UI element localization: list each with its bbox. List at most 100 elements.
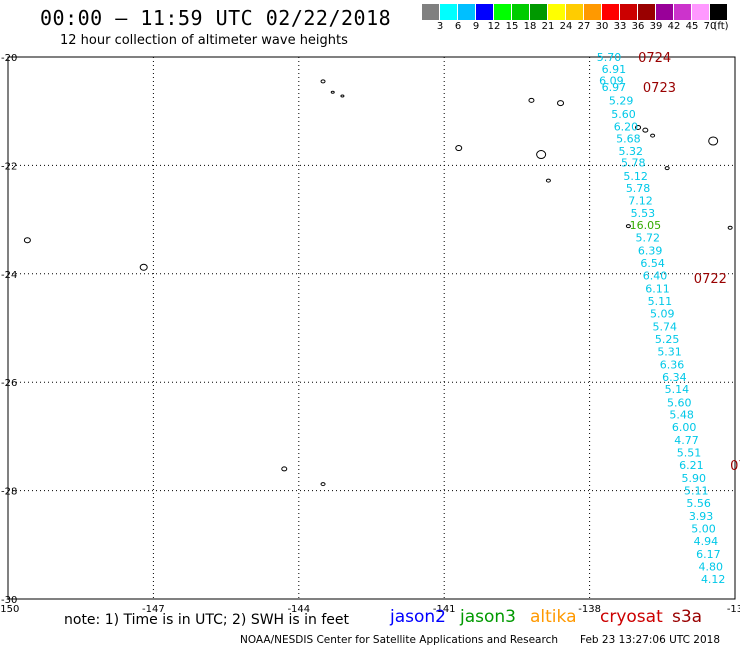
- color-swatch: [620, 4, 638, 20]
- legend-cryosat: cryosat: [600, 607, 663, 627]
- island-outline: [727, 225, 733, 230]
- island-outline: [557, 100, 565, 107]
- time-mark: 0724: [638, 51, 671, 66]
- island-outline: [664, 166, 670, 171]
- latitude-tick-label: -28: [1, 487, 17, 498]
- legend-s3a: s3a: [672, 607, 703, 627]
- latitude-tick-label: -26: [1, 378, 17, 389]
- swh-reading: 5.74: [652, 320, 677, 333]
- swh-reading: 5.31: [657, 345, 682, 358]
- swh-reading: 6.11: [645, 282, 670, 295]
- longitude-tick-label: -138: [578, 604, 601, 615]
- swh-reading: 4.94: [694, 535, 719, 548]
- color-swatch: [638, 4, 656, 20]
- color-swatch: [656, 4, 674, 20]
- scale-label: 6: [454, 21, 462, 32]
- swh-reading: 6.21: [679, 459, 704, 472]
- scale-label: 24: [559, 21, 573, 32]
- island-outline: [455, 145, 463, 152]
- color-swatch: [674, 4, 692, 20]
- swh-reading: 5.32: [619, 145, 644, 158]
- map-title: 00:00 – 11:59 UTC 02/22/2018: [40, 6, 392, 30]
- scale-label: 3: [436, 21, 444, 32]
- swh-reading: 5.29: [609, 94, 634, 107]
- scale-label: (ft): [713, 21, 729, 32]
- generated-timestamp: Feb 23 13:27:06 UTC 2018: [580, 634, 720, 646]
- longitude-tick-label: -147: [142, 604, 165, 615]
- swh-reading: 5.11: [684, 485, 709, 498]
- scale-label: 9: [472, 21, 480, 32]
- scale-label: 33: [613, 21, 627, 32]
- longitude-tick-label: -13: [727, 604, 740, 615]
- swh-reading: 5.70: [597, 51, 622, 64]
- island-outline: [528, 97, 535, 103]
- scale-label: 30: [595, 21, 609, 32]
- legend-jason2: jason2: [390, 607, 446, 627]
- scale-label: 18: [523, 21, 537, 32]
- swh-reading: 5.60: [611, 108, 636, 121]
- latitude-tick-label: -20: [1, 53, 17, 64]
- swh-reading: 5.09: [650, 307, 675, 320]
- island-outline: [23, 237, 31, 244]
- color-scale-bar: [422, 4, 728, 20]
- longitude-tick-label: -144: [287, 604, 310, 615]
- swh-reading: 6.97: [602, 81, 627, 94]
- swh-reading: 5.12: [623, 170, 648, 183]
- time-mark: 07: [730, 459, 740, 474]
- swh-reading: 5.72: [636, 231, 661, 244]
- island-outline: [545, 178, 551, 183]
- swh-reading: 6.39: [638, 244, 663, 257]
- swh-reading: 6.17: [696, 548, 721, 561]
- swh-reading: 4.77: [674, 434, 699, 447]
- swh-reading: 6.34: [662, 371, 687, 384]
- island-outline: [320, 482, 326, 487]
- color-swatch: [566, 4, 584, 20]
- swh-reading: 5.51: [677, 447, 702, 460]
- latitude-tick-label: -22: [1, 161, 17, 172]
- island-outline: [536, 150, 547, 160]
- swh-reading: 6.09: [599, 74, 624, 87]
- time-mark: 0722: [694, 272, 727, 287]
- swh-reading: 5.11: [648, 295, 673, 308]
- swh-reading: 7.12: [628, 195, 653, 208]
- swh-reading: 5.00: [691, 523, 716, 536]
- swh-reading: 6.00: [672, 421, 697, 434]
- scale-label: 27: [577, 21, 591, 32]
- swh-reading: 16.05: [630, 219, 662, 232]
- map-subtitle: 12 hour collection of altimeter wave hei…: [60, 33, 348, 48]
- scale-label: 45: [685, 21, 699, 32]
- scale-label: 39: [649, 21, 663, 32]
- color-swatch: [530, 4, 548, 20]
- swh-reading: 5.78: [626, 182, 651, 195]
- scale-label: 12: [487, 21, 501, 32]
- swh-reading: 5.14: [665, 383, 690, 396]
- units-note: note: 1) Time is in UTC; 2) SWH is in fe…: [64, 612, 350, 628]
- swh-reading: 5.60: [667, 396, 692, 409]
- scale-label: 42: [667, 21, 681, 32]
- island-outline: [330, 90, 335, 94]
- island-outline: [642, 127, 649, 133]
- legend-jason3: jason3: [460, 607, 516, 627]
- scale-label: 15: [505, 21, 519, 32]
- color-swatch: [602, 4, 620, 20]
- island-outline: [340, 94, 345, 98]
- island-outline: [320, 79, 326, 84]
- swh-reading: 4.80: [699, 560, 724, 573]
- swh-reading: 6.20: [614, 120, 639, 133]
- island-outline: [635, 124, 642, 130]
- swh-reading: 6.36: [660, 358, 685, 371]
- map-frame: [7, 56, 736, 600]
- legend-altika: altika: [530, 607, 577, 627]
- island-outline: [281, 466, 288, 472]
- island-outline: [708, 136, 719, 146]
- swh-reading: 4.12: [701, 573, 726, 586]
- color-swatch: [548, 4, 566, 20]
- credit-text: NOAA/NESDIS Center for Satellite Applica…: [240, 634, 558, 646]
- swh-reading: 5.56: [686, 497, 711, 510]
- color-swatch: [422, 4, 440, 20]
- swh-reading: 5.25: [655, 333, 680, 346]
- color-swatch: [440, 4, 458, 20]
- swh-reading: 6.40: [643, 269, 668, 282]
- color-swatch: [710, 4, 728, 20]
